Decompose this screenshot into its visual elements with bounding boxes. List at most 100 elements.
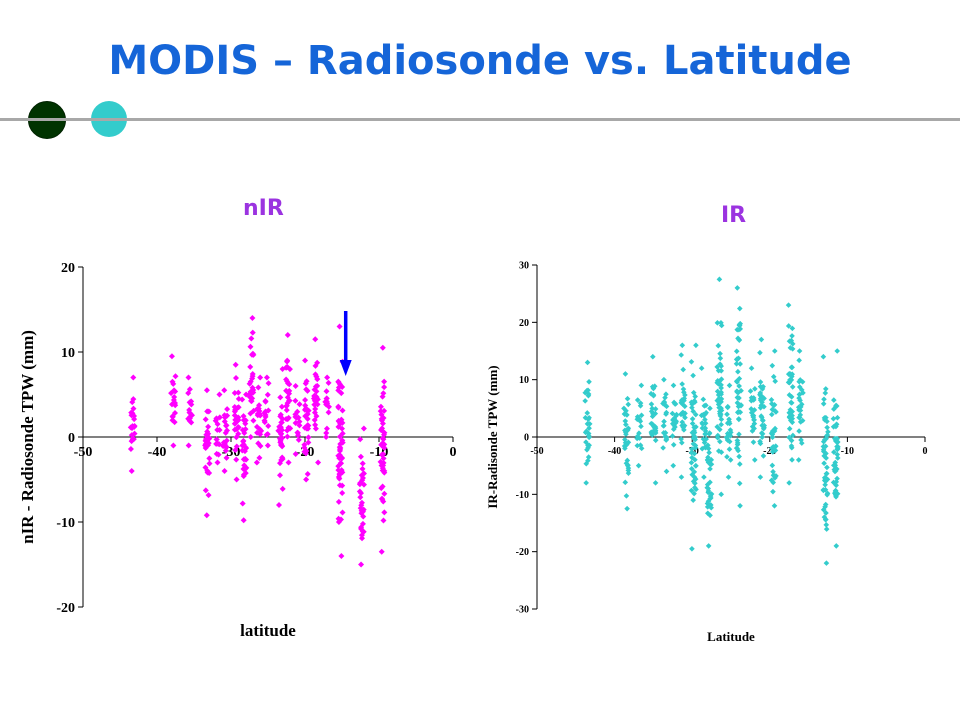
chart2-data-point [769, 449, 776, 455]
chart2-data-point [797, 404, 804, 410]
chart1-data-point [314, 375, 321, 382]
chart1-data-point [264, 391, 271, 398]
chart1-data-point [202, 487, 209, 494]
chart2-y-tick-label: 30 [519, 261, 529, 272]
chart2-data-point [688, 459, 695, 466]
chart2-data-point [652, 437, 659, 444]
chart2-data-point [705, 489, 712, 496]
chart2-data-point [624, 395, 631, 402]
chart2-data-point [650, 392, 657, 399]
chart1-data-point [305, 434, 312, 441]
chart2-data-point [583, 428, 590, 435]
chart2-data-point [682, 414, 688, 421]
chart2-data-point [637, 442, 644, 449]
chart2-data-point [691, 398, 698, 404]
chart1-y-tick-label: -10 [56, 516, 75, 531]
chart2-data-point [734, 400, 741, 406]
chart1-data-point [258, 427, 265, 434]
chart1-data-point [233, 456, 240, 463]
chart2-data-point [690, 478, 697, 485]
chart2-y-tick-label: -10 [516, 490, 529, 501]
chart1-data-point [314, 401, 321, 408]
chart2-data-point [717, 438, 723, 445]
chart1-data-point [304, 422, 311, 429]
chart2-data-point [786, 409, 793, 416]
chart2-data-point [772, 408, 778, 414]
chart2-data-point [824, 432, 831, 438]
chart2-data-point [822, 390, 829, 396]
chart1-data-point [283, 376, 290, 383]
chart2-data-point [670, 382, 677, 389]
chart1-data-point [172, 388, 179, 395]
chart2-data-point [652, 406, 659, 412]
chart2-data-point [689, 446, 695, 452]
chart2-data-point [833, 436, 840, 442]
chart2-data-point [670, 462, 677, 469]
chart2-data-point [704, 457, 711, 464]
chart2-data-point [796, 384, 803, 390]
chart1-data-point [205, 408, 212, 415]
chart1-data-point [249, 329, 256, 336]
chart1-data-point [339, 439, 346, 446]
chart2-data-point [797, 419, 804, 425]
chart2-data-point [726, 420, 733, 427]
chart2-data-point [718, 319, 724, 326]
chart2-data-point [718, 367, 725, 374]
chart1-data-point [381, 378, 388, 385]
chart2-data-point [679, 439, 685, 446]
chart2-data-point [831, 397, 837, 403]
chart2-data-point [747, 388, 754, 394]
chart2-data-point [671, 422, 677, 429]
chart2-x-tick-label: 0 [923, 446, 928, 457]
chart2-data-point [691, 450, 698, 457]
chart2-data-point [823, 526, 830, 532]
chart2-data-point [789, 333, 795, 339]
chart2-data-point [649, 432, 656, 438]
chart1-data-point [312, 421, 319, 428]
chart2-data-point [583, 460, 590, 467]
chart1-data-point [276, 435, 283, 442]
chart1-data-point [302, 380, 309, 387]
chart2-data-point [824, 464, 830, 471]
chart1-data-point [381, 490, 388, 497]
chart1-data-point [357, 453, 364, 460]
chart1-data-point [250, 417, 257, 424]
chart1-data-point [168, 353, 175, 360]
chart1-data-point [380, 498, 387, 505]
chart2-y-tick-label: 10 [519, 375, 529, 386]
chart2-data-point [797, 412, 804, 418]
chart2-data-point [660, 400, 666, 407]
chart2-data-point [772, 378, 779, 384]
chart1-data-point [169, 378, 176, 385]
chart2-data-point [769, 411, 775, 418]
chart1-data-point [311, 397, 318, 404]
chart2-data-point [680, 424, 687, 431]
chart2-data-point [693, 424, 699, 430]
chart1-data-point [235, 430, 242, 437]
chart2-data-point [691, 428, 697, 434]
chart1-data-point [130, 405, 137, 412]
chart1-data-point [277, 431, 284, 438]
chart1-data-point [284, 394, 291, 401]
chart2-data-point [757, 349, 763, 356]
chart2-data-point [785, 379, 792, 386]
chart2-data-point [625, 470, 632, 476]
chart1-data-point [287, 425, 294, 432]
chart1-data-point [263, 374, 270, 381]
chart2-data-point [660, 423, 667, 429]
chart1-data-point [239, 396, 246, 403]
chart2-data-point [831, 449, 837, 455]
chart2-data-point [716, 426, 723, 433]
chart2-data-point [585, 454, 592, 460]
chart1-data-point [325, 403, 332, 410]
chart2-data-point [787, 406, 794, 413]
chart2-data-point [751, 407, 758, 413]
chart1-data-point [357, 479, 364, 486]
chart1-data-point [378, 548, 385, 555]
chart2-data-point [691, 490, 697, 497]
chart2-data-point [660, 430, 667, 436]
chart2-data-point [833, 482, 839, 489]
chart2-data-point [759, 399, 765, 406]
chart1-data-point [171, 410, 178, 417]
chart1-data-point [263, 431, 270, 438]
